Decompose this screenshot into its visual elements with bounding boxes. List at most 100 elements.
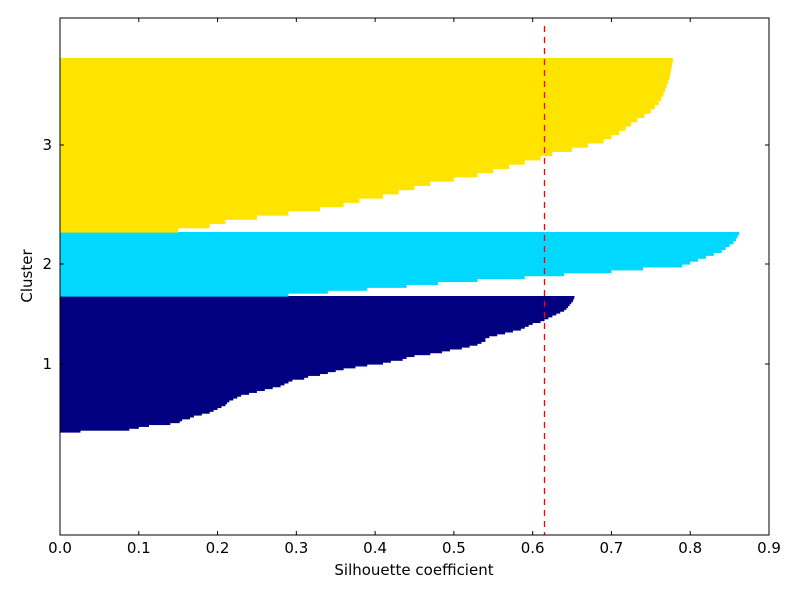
silhouette-bar bbox=[60, 343, 478, 346]
silhouette-bar bbox=[60, 185, 415, 191]
silhouette-bar bbox=[60, 215, 257, 220]
silhouette-bar bbox=[60, 371, 328, 375]
silhouette-bar bbox=[60, 364, 368, 367]
silhouette-bar bbox=[60, 70, 671, 76]
silhouette-bar bbox=[60, 416, 190, 420]
silhouette-bar bbox=[60, 223, 210, 229]
silhouette-bar bbox=[60, 249, 722, 253]
silhouette-bar bbox=[60, 269, 612, 274]
silhouette-bar bbox=[60, 275, 525, 280]
silhouette-bar bbox=[60, 258, 699, 262]
silhouette-bar bbox=[60, 333, 498, 337]
silhouette-bar bbox=[60, 399, 230, 403]
x-tick-label: 0.4 bbox=[363, 539, 387, 557]
silhouette-bar bbox=[60, 418, 183, 422]
silhouette-bar bbox=[60, 130, 620, 135]
x-tick-label: 0.1 bbox=[127, 539, 151, 557]
y-tick-label: 3 bbox=[42, 136, 52, 154]
silhouette-bar bbox=[60, 401, 228, 405]
silhouette-bar bbox=[60, 193, 383, 199]
silhouette-bar bbox=[60, 354, 415, 358]
silhouette-bar bbox=[60, 367, 344, 371]
silhouette-bar bbox=[60, 373, 320, 376]
silhouette-bar bbox=[60, 198, 360, 203]
silhouette-bar bbox=[60, 246, 726, 251]
x-tick-label: 0.0 bbox=[48, 539, 72, 557]
silhouette-bar bbox=[60, 142, 588, 148]
silhouette-bar bbox=[60, 74, 670, 80]
silhouette-bars bbox=[60, 58, 740, 433]
silhouette-bar bbox=[60, 281, 439, 285]
silhouette-bar bbox=[60, 369, 336, 373]
silhouette-bar bbox=[60, 79, 669, 85]
silhouette-bar bbox=[60, 352, 431, 356]
silhouette-bar bbox=[60, 138, 604, 144]
silhouette-bar bbox=[60, 430, 81, 433]
silhouette-bar bbox=[60, 159, 525, 165]
silhouette-bar bbox=[60, 428, 130, 431]
silhouette-bar bbox=[60, 232, 740, 236]
silhouette-bar bbox=[60, 83, 667, 89]
silhouette-bar bbox=[60, 164, 510, 169]
silhouette-bar bbox=[60, 318, 545, 322]
silhouette-bar bbox=[60, 264, 683, 268]
silhouette-bar bbox=[60, 360, 391, 363]
silhouette-bar bbox=[60, 290, 328, 294]
silhouette-bar bbox=[60, 313, 557, 316]
silhouette-bar bbox=[60, 375, 309, 378]
silhouette-bar bbox=[60, 255, 706, 259]
silhouette-bar bbox=[60, 237, 736, 242]
silhouette-bar bbox=[60, 320, 541, 324]
silhouette-bar bbox=[60, 272, 565, 277]
silhouette-bar bbox=[60, 392, 250, 395]
cluster-2-bars bbox=[60, 232, 740, 297]
silhouette-bar bbox=[60, 168, 494, 174]
silhouette-bar bbox=[60, 326, 525, 329]
silhouette-bar bbox=[60, 299, 573, 303]
silhouette-bar bbox=[60, 125, 626, 131]
x-tick-label: 0.5 bbox=[442, 539, 466, 557]
silhouette-bar bbox=[60, 91, 664, 97]
x-tick-label: 0.8 bbox=[678, 539, 702, 557]
silhouette-bar bbox=[60, 377, 305, 380]
silhouette-bar bbox=[60, 384, 281, 388]
silhouette-bar bbox=[60, 362, 383, 365]
silhouette-bar bbox=[60, 403, 226, 407]
y-tick-label: 2 bbox=[42, 255, 52, 273]
silhouette-bar bbox=[60, 206, 320, 212]
silhouette-bar bbox=[60, 134, 612, 140]
silhouette-bar bbox=[60, 409, 214, 412]
silhouette-bar bbox=[60, 322, 533, 325]
silhouette-bar bbox=[60, 382, 285, 386]
silhouette-bar bbox=[60, 324, 529, 327]
silhouette-bar bbox=[60, 386, 273, 390]
silhouette-bar bbox=[60, 415, 194, 418]
silhouette-bar bbox=[60, 379, 293, 382]
silhouette-bar bbox=[60, 348, 450, 352]
silhouette-bar bbox=[60, 388, 265, 392]
silhouette-bar bbox=[60, 261, 691, 265]
silhouette-bar bbox=[60, 347, 462, 350]
silhouette-bar bbox=[60, 62, 673, 68]
cluster-3-bars bbox=[60, 58, 673, 233]
silhouette-bar bbox=[60, 104, 655, 110]
silhouette-bar bbox=[60, 219, 226, 225]
silhouette-bar bbox=[60, 316, 549, 320]
silhouette-bar bbox=[60, 202, 344, 208]
x-tick-label: 0.3 bbox=[284, 539, 308, 557]
silhouette-bar bbox=[60, 66, 672, 72]
silhouette-bar bbox=[60, 398, 234, 401]
silhouette-bar bbox=[60, 358, 403, 361]
silhouette-bar bbox=[60, 365, 356, 369]
y-axis-ticks: 1 2 3 bbox=[42, 136, 769, 373]
silhouette-bar bbox=[60, 240, 734, 245]
y-tick-label: 1 bbox=[42, 355, 52, 373]
silhouette-bar bbox=[60, 87, 666, 93]
silhouette-bar bbox=[60, 424, 150, 427]
silhouette-bar bbox=[60, 390, 257, 393]
silhouette-bar bbox=[60, 309, 565, 312]
silhouette-bar bbox=[60, 117, 638, 123]
silhouette-bar bbox=[60, 314, 553, 318]
